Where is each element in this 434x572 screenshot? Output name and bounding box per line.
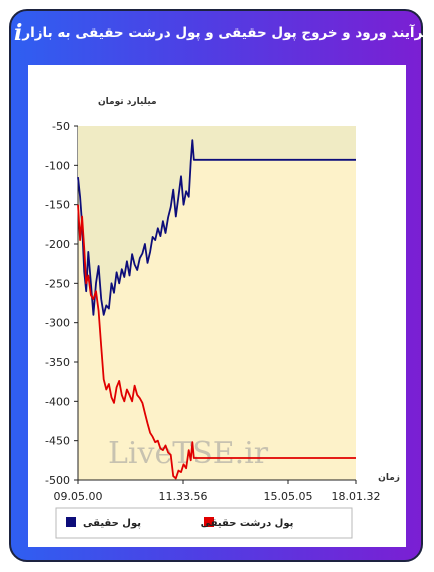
x-axis-label: زمان: [378, 473, 400, 483]
y-tick-label: -300: [45, 317, 70, 330]
y-tick-label: -450: [45, 435, 70, 448]
y-axis-label: میلیارد تومان: [98, 97, 157, 107]
y-tick-label: -250: [45, 277, 70, 290]
x-tick-label: 09.05.00: [54, 490, 103, 503]
y-tick-label: -50: [52, 120, 70, 133]
legend: پول حقیقی پول درشت حقیقی: [55, 507, 353, 539]
info-icon[interactable]: i: [14, 20, 23, 46]
y-tick-label: -200: [45, 238, 70, 251]
x-tick-label: 18.01.32: [332, 490, 381, 503]
legend-label: پول حقیقی: [83, 518, 141, 529]
title-group: برآیند ورود و خروج پول حقیقی و پول درشت …: [22, 25, 434, 41]
y-tick-label: -500: [45, 474, 70, 487]
y-tick-label: -150: [45, 199, 70, 212]
y-tick-label: -350: [45, 356, 70, 369]
y-tick-label: -100: [45, 159, 70, 172]
series-line-real-money: [77, 139, 356, 316]
x-tick-label: 11.33.56: [159, 490, 208, 503]
legend-label: پول درشت حقیقی: [201, 518, 294, 529]
y-tick-label: -400: [45, 395, 70, 408]
chart-title: برآیند ورود و خروج پول حقیقی و پول درشت …: [22, 25, 429, 41]
x-tick-label: 15.05.05: [264, 490, 313, 503]
series-line-big-real-money: [77, 204, 356, 480]
legend-swatch: [66, 517, 76, 527]
card-header: i برآیند ورود و خروج پول حقیقی و پول درش…: [14, 19, 428, 47]
legend-swatch: [204, 517, 214, 527]
upper-shade: [78, 126, 356, 315]
